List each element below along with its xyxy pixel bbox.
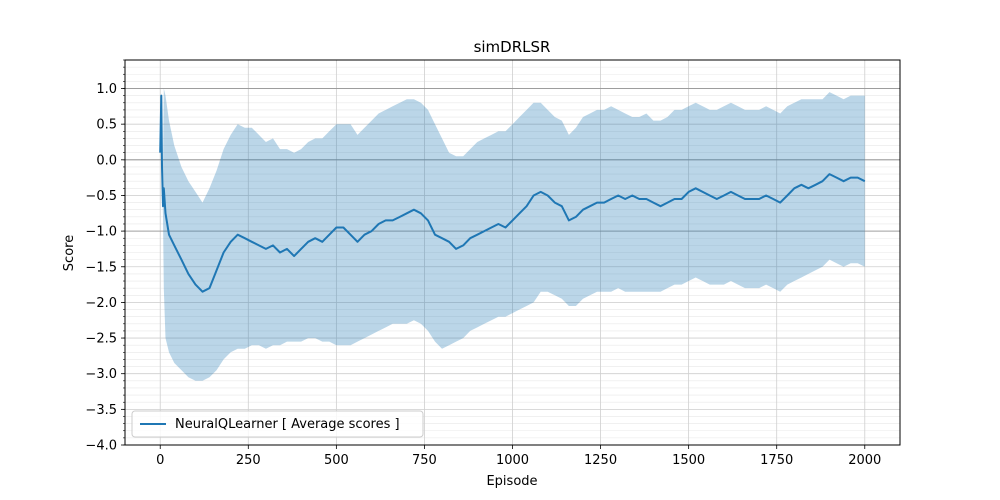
x-axis-ticks: 0 250 500 750 1000 1250 1500 1750 2000 [156, 445, 881, 468]
x-axis-title: Episode [486, 474, 537, 489]
y-tick-label: −3.0 [85, 367, 117, 382]
x-tick-label: 2000 [848, 453, 881, 468]
plot-area [159, 88, 866, 381]
y-axis-ticks: −4.0 −3.5 −3.0 −2.5 −2.0 −1.5 −1.0 −0.5 0.0 0.5 1.… [85, 59, 125, 454]
x-tick-label: 250 [236, 453, 261, 468]
y-tick-label: −1.0 [85, 225, 117, 240]
y-tick-label: 0.0 [96, 153, 117, 168]
x-tick-label: 1000 [496, 453, 529, 468]
legend: NeuralQLearner [ Average scores ] [131, 410, 424, 438]
y-tick-label: 0.5 [96, 118, 117, 133]
x-tick-label: 0 [156, 453, 164, 468]
series-0-std-band [160, 88, 865, 381]
y-axis-title: Score [62, 235, 77, 271]
x-tick-label: 1750 [760, 453, 793, 468]
y-tick-label: 1.0 [96, 82, 117, 97]
legend-label: NeuralQLearner [ Average scores ] [175, 417, 400, 432]
y-tick-label: −2.5 [85, 332, 117, 347]
x-tick-label: 1500 [672, 453, 705, 468]
legend-box [131, 410, 424, 438]
x-tick-label: 500 [324, 453, 349, 468]
y-tick-label: −3.5 [85, 403, 117, 418]
x-tick-label: 750 [412, 453, 437, 468]
y-tick-label: −2.0 [85, 296, 117, 311]
chart-title: simDRLSR [474, 38, 551, 56]
reference-lines [125, 88, 900, 232]
series-0-line [159, 94, 866, 293]
y-tick-label: −0.5 [85, 189, 117, 204]
y-tick-label: −4.0 [85, 439, 117, 454]
x-tick-label: 1250 [584, 453, 617, 468]
y-tick-label: −1.5 [85, 260, 117, 275]
